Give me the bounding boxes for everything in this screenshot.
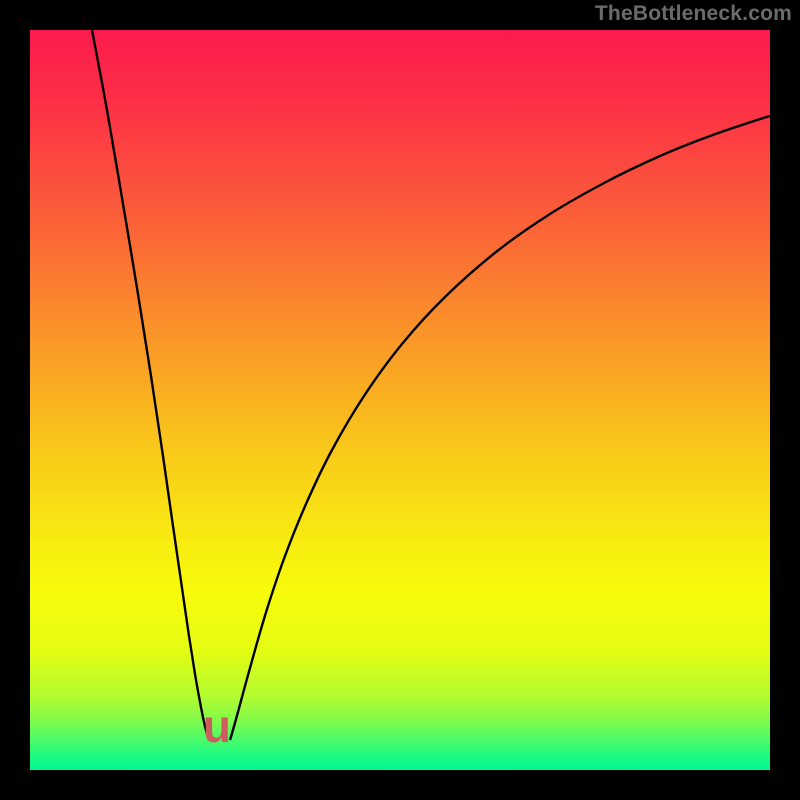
bottleneck-curve bbox=[30, 30, 770, 770]
curve-right-branch bbox=[230, 116, 770, 740]
plot-area: u bbox=[30, 30, 770, 770]
curve-left-branch bbox=[92, 30, 209, 740]
watermark-text: TheBottleneck.com bbox=[595, 2, 792, 26]
chart-container: TheBottleneck.com u bbox=[0, 0, 800, 800]
minimum-marker: u bbox=[203, 703, 231, 749]
